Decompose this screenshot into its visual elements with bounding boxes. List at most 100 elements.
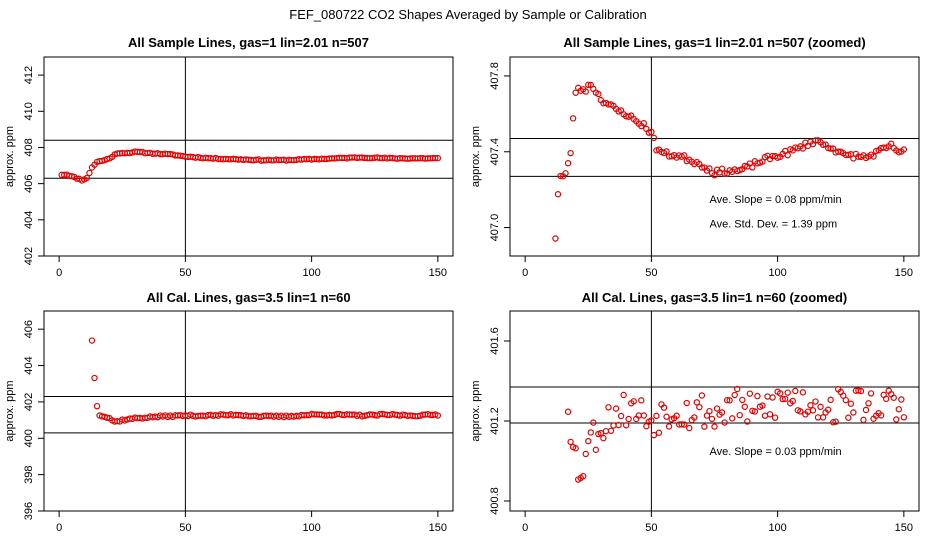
data-point: [746, 390, 754, 397]
y-tick-label: 407.4: [489, 138, 501, 166]
data-point: [706, 165, 713, 172]
data-point: [814, 414, 822, 421]
data-point: [592, 446, 600, 454]
data-point: [819, 414, 827, 421]
data-point: [713, 405, 721, 412]
data-point: [660, 404, 668, 411]
data-point: [895, 406, 903, 413]
chart-panel-1: All Sample Lines, gas=1 lin=2.01 n=507 0 5…: [4, 35, 454, 279]
x-tick-label: 0: [56, 267, 62, 279]
data-point: [706, 407, 713, 415]
data-point: [708, 415, 716, 423]
data-point: [898, 396, 905, 403]
y-tick-label: 404: [23, 211, 35, 229]
data-point: [681, 421, 688, 428]
y-tick-label: 406: [23, 320, 35, 338]
plot-frame: [509, 310, 920, 512]
data-point: [698, 164, 706, 171]
x-tick-label: 50: [645, 522, 657, 534]
data-point: [845, 414, 852, 421]
data-point: [650, 431, 658, 439]
data-point: [648, 128, 655, 136]
data-point: [83, 174, 91, 182]
data-point: [653, 412, 660, 420]
x-tick-label: 150: [429, 267, 447, 279]
panel-title: All Cal. Lines, gas=3.5 lin=1 n=60: [146, 290, 350, 305]
y-axis-label: approx. ppm: [4, 126, 16, 187]
data-point: [867, 390, 875, 397]
chart-panel-4: All Cal. Lines, gas=3.5 lin=1 n=60 (zoom…: [470, 290, 920, 534]
data-point: [827, 145, 834, 152]
data-point: [681, 152, 688, 159]
data-point: [86, 169, 93, 177]
data-point: [769, 394, 776, 401]
data-point: [582, 450, 589, 458]
y-tick-label: 404: [23, 356, 35, 374]
data-point: [739, 396, 746, 404]
figure-title: FEF_080722 CO2 Shapes Averaged by Sample…: [289, 7, 646, 22]
data-point: [648, 417, 655, 424]
data-point: [640, 120, 648, 127]
data-point: [582, 88, 589, 95]
data-point: [610, 422, 617, 429]
data-point: [797, 408, 804, 415]
data-point: [721, 170, 728, 177]
data-point: [726, 397, 733, 404]
data-point: [600, 434, 607, 442]
chart-panel-3: All Cal. Lines, gas=3.5 lin=1 n=60 0 50 100…: [4, 290, 454, 534]
data-point: [562, 170, 569, 177]
data-point: [587, 429, 594, 436]
data-point: [824, 406, 832, 413]
data-point: [890, 394, 897, 401]
data-point: [567, 149, 574, 157]
data-point: [638, 397, 645, 404]
data-point: [552, 235, 559, 242]
data-point: [650, 134, 658, 142]
data-point: [789, 397, 796, 405]
data-point: [569, 115, 577, 122]
data-point: [779, 395, 786, 403]
data-point: [88, 337, 96, 344]
data-point: [701, 423, 708, 430]
data-points: [88, 337, 442, 425]
data-point: [766, 411, 774, 418]
data-point: [893, 416, 900, 423]
y-tick-label: 396: [23, 502, 35, 520]
x-tick-label: 0: [56, 522, 62, 534]
data-point: [572, 445, 579, 452]
y-tick-label: 408: [23, 138, 35, 156]
data-point: [640, 412, 648, 419]
plot-frame: [43, 310, 454, 512]
data-point: [781, 395, 789, 403]
data-point: [819, 141, 827, 148]
y-axis-label: approx. ppm: [470, 380, 482, 441]
y-axis-label: approx. ppm: [4, 380, 16, 441]
chart-panel-2: All Sample Lines, gas=1 lin=2.01 n=507 (…: [470, 35, 920, 279]
data-point: [643, 423, 650, 430]
data-point: [900, 146, 908, 153]
y-tick-label: 402: [23, 247, 35, 265]
data-point: [620, 391, 627, 399]
data-point: [432, 154, 439, 162]
data-point: [751, 408, 759, 415]
data-point: [665, 423, 673, 430]
data-point: [612, 405, 620, 412]
data-point: [696, 403, 703, 411]
data-point: [595, 90, 602, 98]
y-axis-label: approx. ppm: [470, 126, 482, 187]
data-point: [557, 172, 564, 180]
data-point: [741, 162, 748, 170]
plot-frame: [509, 56, 920, 257]
data-points: [552, 81, 908, 242]
data-point: [877, 412, 885, 419]
data-point: [736, 411, 743, 419]
data-point: [817, 403, 824, 411]
data-point: [855, 387, 862, 394]
data-point: [721, 419, 728, 426]
data-point: [845, 151, 852, 159]
data-point: [799, 389, 807, 396]
data-point: [585, 81, 592, 89]
data-point: [567, 438, 574, 446]
panel-title: All Sample Lines, gas=1 lin=2.01 n=507 (…: [563, 35, 865, 50]
data-point: [622, 422, 630, 429]
